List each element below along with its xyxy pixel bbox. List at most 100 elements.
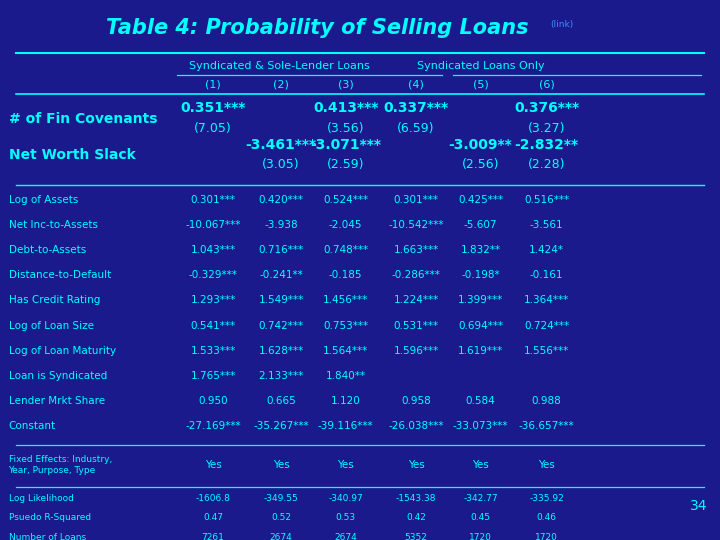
Text: 1720: 1720 bbox=[535, 532, 558, 540]
Text: 1.293***: 1.293*** bbox=[190, 295, 235, 306]
Text: (2.56): (2.56) bbox=[462, 158, 499, 171]
Text: 1.628***: 1.628*** bbox=[258, 346, 304, 355]
Text: -342.77: -342.77 bbox=[463, 494, 498, 503]
Text: 1.549***: 1.549*** bbox=[258, 295, 304, 306]
Text: (4): (4) bbox=[408, 80, 424, 90]
Text: 1.619***: 1.619*** bbox=[458, 346, 503, 355]
Text: 1.456***: 1.456*** bbox=[323, 295, 369, 306]
Text: -39.116***: -39.116*** bbox=[318, 421, 374, 430]
Text: (7.05): (7.05) bbox=[194, 122, 232, 134]
Text: Constant: Constant bbox=[9, 421, 55, 430]
Text: Has Credit Rating: Has Credit Rating bbox=[9, 295, 100, 306]
Text: 1.765***: 1.765*** bbox=[190, 370, 235, 381]
Text: 0.516***: 0.516*** bbox=[524, 195, 569, 205]
Text: 0.524***: 0.524*** bbox=[323, 195, 368, 205]
Text: -35.267***: -35.267*** bbox=[253, 421, 309, 430]
Text: Log of Loan Maturity: Log of Loan Maturity bbox=[9, 346, 116, 355]
Text: -0.185: -0.185 bbox=[329, 271, 362, 280]
Text: 0.413***: 0.413*** bbox=[313, 101, 378, 115]
Text: 1.120: 1.120 bbox=[330, 395, 361, 406]
Text: Table 4: Probability of Selling Loans: Table 4: Probability of Selling Loans bbox=[106, 18, 528, 38]
Text: # of Fin Covenants: # of Fin Covenants bbox=[9, 112, 157, 126]
Text: (3): (3) bbox=[338, 80, 354, 90]
Text: -1543.38: -1543.38 bbox=[396, 494, 436, 503]
Text: Yes: Yes bbox=[273, 460, 289, 470]
Text: 34: 34 bbox=[690, 499, 708, 513]
Text: -10.542***: -10.542*** bbox=[388, 220, 444, 231]
Text: 1.663***: 1.663*** bbox=[393, 246, 438, 255]
Text: (6): (6) bbox=[539, 80, 554, 90]
Text: (2): (2) bbox=[273, 80, 289, 90]
Text: Log Likelihood: Log Likelihood bbox=[9, 494, 73, 503]
Text: Yes: Yes bbox=[204, 460, 221, 470]
Text: 0.425***: 0.425*** bbox=[458, 195, 503, 205]
Text: 1.840**: 1.840** bbox=[325, 370, 366, 381]
Text: 0.584: 0.584 bbox=[466, 395, 495, 406]
Text: (3.56): (3.56) bbox=[327, 122, 364, 134]
Text: -3.461***: -3.461*** bbox=[246, 138, 317, 152]
Text: 1.364***: 1.364*** bbox=[524, 295, 569, 306]
Text: 0.541***: 0.541*** bbox=[190, 321, 235, 330]
Text: 0.716***: 0.716*** bbox=[258, 246, 304, 255]
Text: -335.92: -335.92 bbox=[529, 494, 564, 503]
Text: (2.28): (2.28) bbox=[528, 158, 565, 171]
Text: Loan is Syndicated: Loan is Syndicated bbox=[9, 370, 107, 381]
Text: -3.561: -3.561 bbox=[530, 220, 563, 231]
Text: Syndicated Loans Only: Syndicated Loans Only bbox=[418, 61, 545, 71]
Text: -0.329***: -0.329*** bbox=[189, 271, 238, 280]
Text: Psuedo R-Squared: Psuedo R-Squared bbox=[9, 514, 91, 522]
Text: (6.59): (6.59) bbox=[397, 122, 435, 134]
Text: Syndicated & Sole-Lender Loans: Syndicated & Sole-Lender Loans bbox=[189, 61, 369, 71]
Text: 0.748***: 0.748*** bbox=[323, 246, 368, 255]
Text: -0.241**: -0.241** bbox=[259, 271, 303, 280]
Text: 1.556***: 1.556*** bbox=[524, 346, 569, 355]
Text: Log of Loan Size: Log of Loan Size bbox=[9, 321, 94, 330]
Text: 1.424*: 1.424* bbox=[529, 246, 564, 255]
Text: 2674: 2674 bbox=[270, 532, 292, 540]
Text: Yes: Yes bbox=[337, 460, 354, 470]
Text: -10.067***: -10.067*** bbox=[185, 220, 240, 231]
Text: -349.55: -349.55 bbox=[264, 494, 299, 503]
Text: (link): (link) bbox=[550, 20, 573, 29]
Text: Log of Assets: Log of Assets bbox=[9, 195, 78, 205]
Text: -0.198*: -0.198* bbox=[462, 271, 500, 280]
Text: Number of Loans: Number of Loans bbox=[9, 532, 86, 540]
Text: 0.753***: 0.753*** bbox=[323, 321, 368, 330]
Text: -3.938: -3.938 bbox=[264, 220, 298, 231]
Text: Debt-to-Assets: Debt-to-Assets bbox=[9, 246, 86, 255]
Text: 0.52: 0.52 bbox=[271, 514, 291, 522]
Text: 1.533***: 1.533*** bbox=[190, 346, 235, 355]
Text: Fixed Effects: Industry,
Year, Purpose, Type: Fixed Effects: Industry, Year, Purpose, … bbox=[9, 455, 112, 475]
Text: 0.950: 0.950 bbox=[198, 395, 228, 406]
Text: (5): (5) bbox=[472, 80, 488, 90]
Text: Net Worth Slack: Net Worth Slack bbox=[9, 148, 135, 162]
Text: -2.832**: -2.832** bbox=[514, 138, 579, 152]
Text: -0.161: -0.161 bbox=[530, 271, 563, 280]
Text: 0.420***: 0.420*** bbox=[258, 195, 304, 205]
Text: -0.286***: -0.286*** bbox=[392, 271, 441, 280]
Text: 1.564***: 1.564*** bbox=[323, 346, 369, 355]
Text: 0.46: 0.46 bbox=[536, 514, 557, 522]
Text: Yes: Yes bbox=[472, 460, 489, 470]
Text: Yes: Yes bbox=[538, 460, 555, 470]
Text: 0.376***: 0.376*** bbox=[514, 101, 579, 115]
Text: -3.071***: -3.071*** bbox=[310, 138, 381, 152]
Text: 1.224***: 1.224*** bbox=[393, 295, 438, 306]
Text: (3.05): (3.05) bbox=[262, 158, 300, 171]
Text: 0.45: 0.45 bbox=[470, 514, 490, 522]
Text: -3.009**: -3.009** bbox=[449, 138, 513, 152]
Text: 1.832**: 1.832** bbox=[460, 246, 500, 255]
Text: 2674: 2674 bbox=[334, 532, 357, 540]
Text: 0.42: 0.42 bbox=[406, 514, 426, 522]
Text: 0.694***: 0.694*** bbox=[458, 321, 503, 330]
Text: 0.337***: 0.337*** bbox=[383, 101, 449, 115]
Text: 0.301***: 0.301*** bbox=[393, 195, 438, 205]
Text: -33.073***: -33.073*** bbox=[453, 421, 508, 430]
Text: 0.724***: 0.724*** bbox=[524, 321, 569, 330]
Text: 1.399***: 1.399*** bbox=[458, 295, 503, 306]
Text: -5.607: -5.607 bbox=[464, 220, 498, 231]
Text: -1606.8: -1606.8 bbox=[196, 494, 230, 503]
Text: 0.53: 0.53 bbox=[336, 514, 356, 522]
Text: Distance-to-Default: Distance-to-Default bbox=[9, 271, 111, 280]
Text: -27.169***: -27.169*** bbox=[185, 421, 240, 430]
